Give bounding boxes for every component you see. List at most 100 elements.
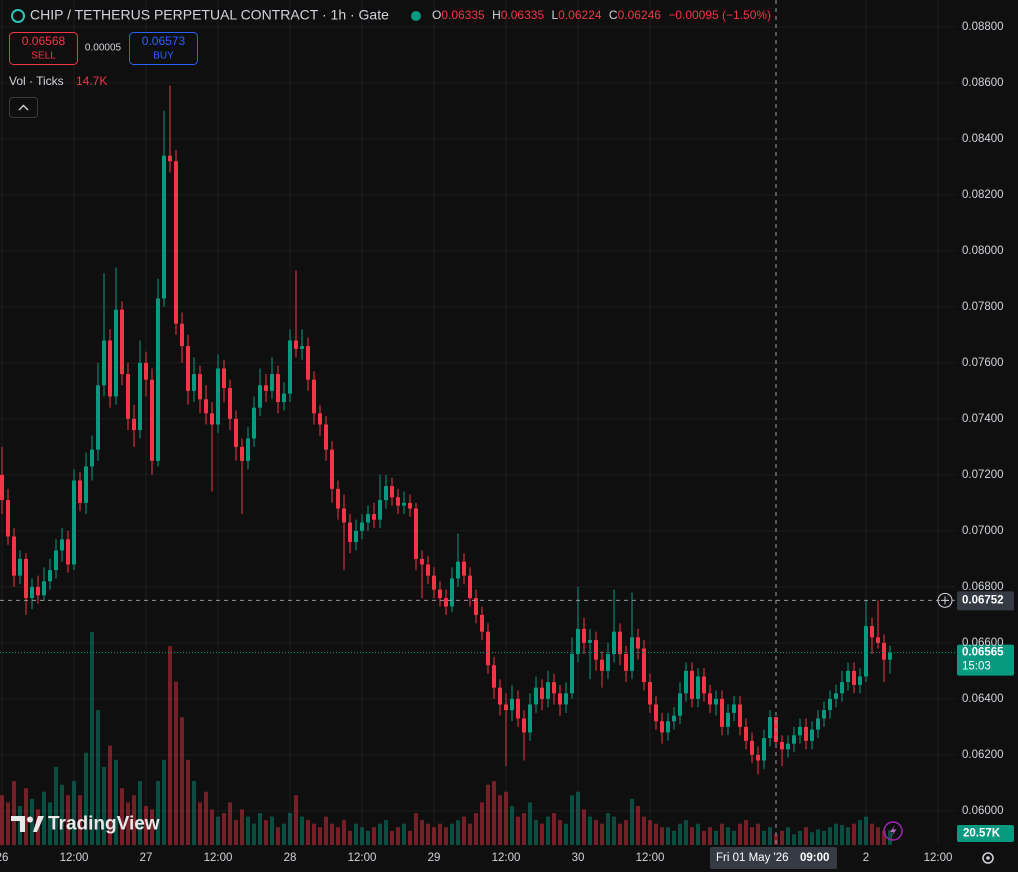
candle-body: [432, 575, 436, 590]
buy-price[interactable]: 0.06573: [142, 34, 186, 48]
volume-bar: [684, 820, 688, 845]
candle-body: [504, 704, 508, 711]
collapse-box[interactable]: [9, 97, 38, 118]
candle-body: [390, 486, 394, 498]
candle-body: [72, 480, 76, 565]
volume-bar: [336, 827, 340, 845]
gear-center[interactable]: [986, 856, 990, 860]
volume-bar: [888, 830, 892, 845]
volume-bar: [108, 745, 112, 845]
sell-box[interactable]: [9, 32, 78, 65]
candle-body: [828, 698, 832, 711]
sell-button[interactable]: 0.06568 SELL: [9, 32, 78, 65]
volume-bar: [204, 791, 208, 845]
ohlc-key: C: [609, 8, 618, 22]
candle-body: [36, 586, 40, 596]
candle-body: [474, 598, 478, 615]
candle-body: [186, 346, 190, 391]
alert-ring[interactable]: [883, 821, 903, 841]
volume-bar: [612, 816, 616, 845]
volume-bar: [12, 781, 16, 845]
volume-bar: [558, 820, 562, 845]
candle-body: [636, 637, 640, 649]
candle-body: [552, 682, 556, 694]
candle-body: [228, 388, 232, 419]
gear[interactable]: [982, 852, 994, 864]
candle-body: [156, 298, 160, 461]
candle-body: [834, 693, 838, 699]
volume-bar: [390, 830, 394, 845]
volume-bar: [648, 820, 652, 845]
volume-bar: [348, 830, 352, 845]
candle-body: [78, 480, 82, 503]
volume-bar: [510, 805, 514, 845]
buy-box[interactable]: [129, 32, 198, 65]
y-tick-label: 0.07400: [962, 413, 1004, 425]
y-tick-label: 0.06600: [962, 637, 1004, 649]
candle-body: [522, 718, 526, 733]
candle-body: [720, 698, 724, 727]
candle-body: [708, 693, 712, 705]
volume-bar: [462, 816, 466, 845]
y-tick-label: 0.08200: [962, 189, 1004, 201]
volume-bar: [804, 827, 808, 845]
candle-body: [564, 693, 568, 705]
settings-button[interactable]: [982, 852, 994, 864]
buy-button[interactable]: 0.06573 BUY: [129, 32, 198, 65]
candle-body: [426, 564, 430, 576]
candle-body: [114, 309, 118, 397]
volume-bar: [342, 820, 346, 845]
candle-body: [342, 508, 346, 523]
candle-body: [804, 726, 808, 741]
candle-body: [12, 536, 16, 576]
volume-bar: [732, 830, 736, 845]
volume-bar: [24, 788, 28, 845]
caret-icon[interactable]: [18, 104, 29, 111]
candle-body: [240, 446, 244, 461]
alert-icon[interactable]: [883, 821, 903, 841]
candle-body: [84, 466, 88, 503]
add-alert[interactable]: [937, 592, 953, 608]
bolt[interactable]: [890, 825, 897, 837]
y-tick-label: 0.08400: [962, 133, 1004, 145]
candle-body: [246, 438, 250, 461]
candle-body: [24, 558, 28, 599]
volume-bar: [264, 820, 268, 845]
volume-bar: [378, 823, 382, 845]
volume-bar: [840, 825, 844, 845]
volume-bar: [408, 830, 412, 845]
volume-bar: [852, 823, 856, 845]
candle-body: [588, 640, 592, 643]
volume-bar: [768, 827, 772, 845]
volume-bar: [474, 813, 478, 845]
volume-bar: [600, 823, 604, 845]
buy-label[interactable]: BUY: [153, 51, 174, 62]
candle-body: [486, 631, 490, 666]
volume-bar: [582, 809, 586, 845]
candle-body: [276, 374, 280, 403]
candle-body: [816, 718, 820, 730]
candle-body: [306, 346, 310, 380]
collapse-button[interactable]: [9, 97, 38, 118]
candle-body: [108, 340, 112, 397]
volume-bar: [276, 827, 280, 845]
candle-body: [264, 385, 268, 391]
volume-bar: [114, 759, 118, 845]
sell-price[interactable]: 0.06568: [22, 34, 66, 48]
volume-bar: [660, 827, 664, 845]
sell-label[interactable]: SELL: [31, 51, 56, 62]
volume-bar: [138, 781, 142, 845]
ohlc-value: 0.06335: [441, 8, 485, 22]
candle-body: [336, 488, 340, 509]
volume-bar: [678, 823, 682, 845]
volume-bar: [744, 820, 748, 845]
candle-body: [858, 676, 862, 685]
x-tick-label: 29: [428, 852, 441, 864]
candle-body: [762, 738, 766, 761]
volume-bar: [708, 827, 712, 845]
symbol-icon: [11, 9, 25, 23]
candle-body: [402, 502, 406, 506]
candle-body: [348, 522, 352, 543]
ohlc-key: H: [492, 8, 501, 22]
